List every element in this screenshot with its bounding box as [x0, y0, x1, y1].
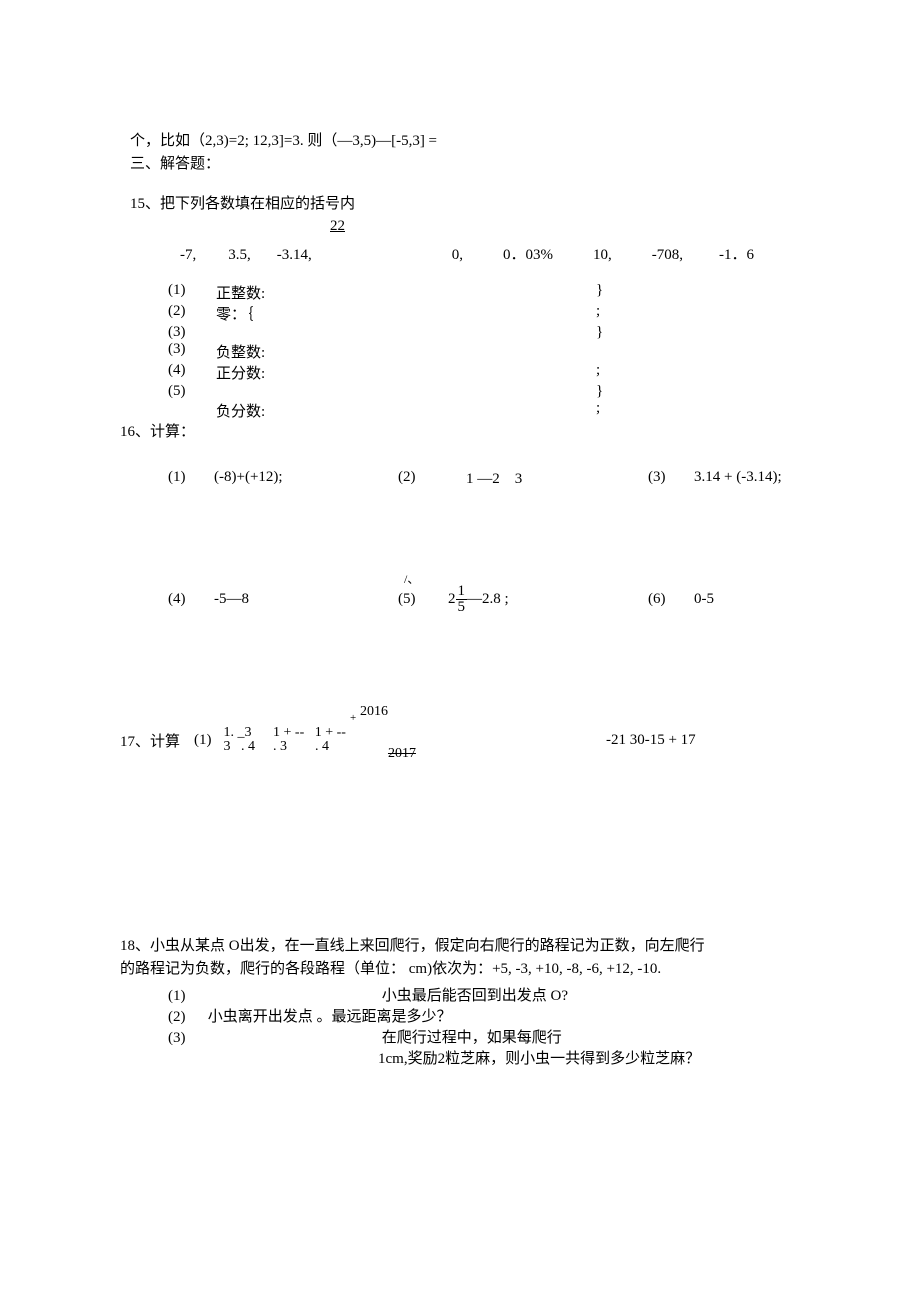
- q17-right: -21 30-15 + 17: [606, 732, 696, 749]
- q18-sub-1: (1) 小虫最后能否回到出发点 O?: [130, 984, 800, 1005]
- q15-num-0: -7,: [180, 247, 196, 264]
- q16-3-n: (3): [648, 469, 676, 486]
- q16-title: 16、计算：: [120, 421, 800, 444]
- q16-4-n: (4): [168, 591, 196, 608]
- q15-row-2: (2) 零：｛ ;: [130, 303, 800, 324]
- q15-prompt: 15、把下列各数填在相应的括号内: [130, 193, 800, 216]
- q16-row-1: (1) (-8)+(+12); (2) 1 —2 3 (3) 3.14 + (-…: [130, 467, 800, 488]
- section-3-title: 三、解答题：: [130, 153, 800, 176]
- q15-row-1-label: 正整数:: [216, 282, 596, 303]
- q15-row-1: (1) 正整数: }: [130, 282, 800, 303]
- q17-c3-r2: + 2017: [360, 719, 416, 775]
- q15-row-5-idx: (5): [168, 383, 216, 400]
- q15-num-4: 0．03%: [503, 243, 553, 264]
- q17-c3-plus: +: [350, 713, 356, 724]
- q15-row-2-idx: (2): [168, 303, 216, 324]
- q16-1-expr: (-8)+(+12);: [214, 469, 283, 486]
- q18-sub-3b: 1cm,奖励2粒芝麻，则小虫一共得到多少粒芝麻？: [130, 1047, 800, 1068]
- q17-c2-r2: . 3 . 4: [273, 740, 346, 754]
- q18-s3-txt2: 1cm,奖励2粒芝麻，则小虫一共得到多少粒芝麻？: [378, 1051, 700, 1067]
- q15-frac-22: 22: [330, 218, 345, 235]
- q16-5-frac: 1 5: [456, 584, 468, 615]
- q18-s1-txt: 小虫最后能否回到出发点 O?: [382, 988, 568, 1004]
- q15-num-7: -1．6: [719, 243, 754, 264]
- q16-6-n: (6): [648, 591, 676, 608]
- q16-4-expr: -5—8: [214, 591, 249, 608]
- q15-row-4: (4) 正分数: ;: [130, 362, 800, 383]
- q18-sub-2: (2) 小虫离开出发点 。最远距离是多少？: [130, 1005, 800, 1026]
- q16-5-pre: 2: [448, 591, 456, 608]
- q15-num-1: 3.5,: [228, 247, 251, 264]
- q15-num-3: 0,: [452, 247, 463, 264]
- q16-2-expr: 1 —2 3: [466, 467, 522, 488]
- q16-5-frac-den: 5: [456, 599, 468, 615]
- q15-row-6-idx: [168, 400, 216, 421]
- q18-s3-txt: 在爬行过程中，如果每爬行: [382, 1030, 562, 1046]
- q18-s2-idx: (2): [168, 1009, 204, 1026]
- q15-row-3: (3) }: [130, 324, 800, 341]
- q15-row-3b-label: 负整数:: [216, 341, 596, 362]
- q17-row: 17、计算 (1) 1. _3 3 . 4 1 + -- 1 + -- . 3 …: [130, 705, 800, 775]
- q15-row-1-brace: }: [596, 282, 603, 303]
- q16-2-n: (2): [398, 469, 426, 486]
- q16-5-post: —2.8 ;: [467, 591, 509, 608]
- q17-c3-r2-txt: 2017: [388, 746, 416, 761]
- q15-row-4-label: 正分数:: [216, 362, 596, 383]
- q18-sub-3: (3) 在爬行过程中，如果每爬行: [130, 1026, 800, 1047]
- q15-row-3-label: [216, 324, 596, 341]
- q15-number-row: 22 -7, 3.5, -3.14, 0, 0．03% 10, -708, -1…: [130, 224, 800, 264]
- q15-row-2-label: 零：｛: [216, 303, 596, 324]
- q17-c2-r1: 1 + -- 1 + --: [273, 726, 346, 740]
- q17-cluster-3: 2016 + 2017: [360, 705, 416, 775]
- q16-1-n: (1): [168, 469, 196, 486]
- q15-row-6-brace: ;: [596, 400, 600, 421]
- q18-s1-idx: (1): [168, 988, 378, 1005]
- q15-row-4-idx: (4): [168, 362, 216, 383]
- q15-row-3b: (3) 负整数:: [130, 341, 800, 362]
- q15-row-6-label: 负分数:: [216, 400, 596, 421]
- q18-line-2: 的路程记为负数，爬行的各段路程（单位： cm)依次为：+5, -3, +10, …: [120, 958, 800, 981]
- q15-num-6: -708,: [652, 247, 683, 264]
- q16-3-expr: 3.14 + (-3.14);: [694, 469, 782, 486]
- q17-c1-r1: 1. _3: [224, 726, 256, 740]
- q18-line-1: 18、小虫从某点 O出发，在一直线上来回爬行，假定向右爬行的路程记为正数，向左爬…: [120, 935, 800, 958]
- q15-row-1-idx: (1): [168, 282, 216, 303]
- q17-label: 17、计算: [120, 730, 180, 751]
- q15-row-5-brace: }: [596, 383, 603, 400]
- q15-row-5-label: [216, 383, 596, 400]
- q16-5-hat: /、: [404, 570, 419, 587]
- q15-num-5: 10,: [593, 247, 612, 264]
- q16-row-2: (4) -5—8 /、 (5) 2 1 5 —2.8 ; (6) 0-5: [130, 584, 800, 615]
- q18-s3-idx: (3): [168, 1030, 378, 1047]
- context-line: 个，比如（2,3)=2; 12,3]=3. 则（—3,5)—[-5,3] =: [130, 130, 800, 153]
- q15-row-2-brace: ;: [596, 303, 600, 324]
- q17-cluster-1: 1. _3 3 . 4: [224, 726, 256, 754]
- q16-6-expr: 0-5: [694, 591, 714, 608]
- q16-5-n: (5): [398, 591, 430, 608]
- q18-s2-txt: 小虫离开出发点 。最远距离是多少？: [208, 1009, 452, 1025]
- q15-row-3-brace: }: [596, 324, 603, 341]
- q17-c1-r2: 3 . 4: [224, 740, 256, 754]
- q17-cluster-2: 1 + -- 1 + -- . 3 . 4: [273, 726, 346, 754]
- q15-row-6: 负分数: ;: [130, 400, 800, 421]
- q15-num-2: -3.14,: [277, 247, 312, 264]
- q16-5-frac-num: 1: [456, 584, 468, 599]
- q17-n1: (1): [194, 732, 212, 749]
- q15-row-3b-idx: (3): [168, 341, 216, 362]
- q15-row-3-idx: (3): [168, 324, 216, 341]
- q15-row-5: (5) }: [130, 383, 800, 400]
- q17-c3-r1: 2016: [360, 705, 416, 719]
- q15-row-4-brace: ;: [596, 362, 600, 383]
